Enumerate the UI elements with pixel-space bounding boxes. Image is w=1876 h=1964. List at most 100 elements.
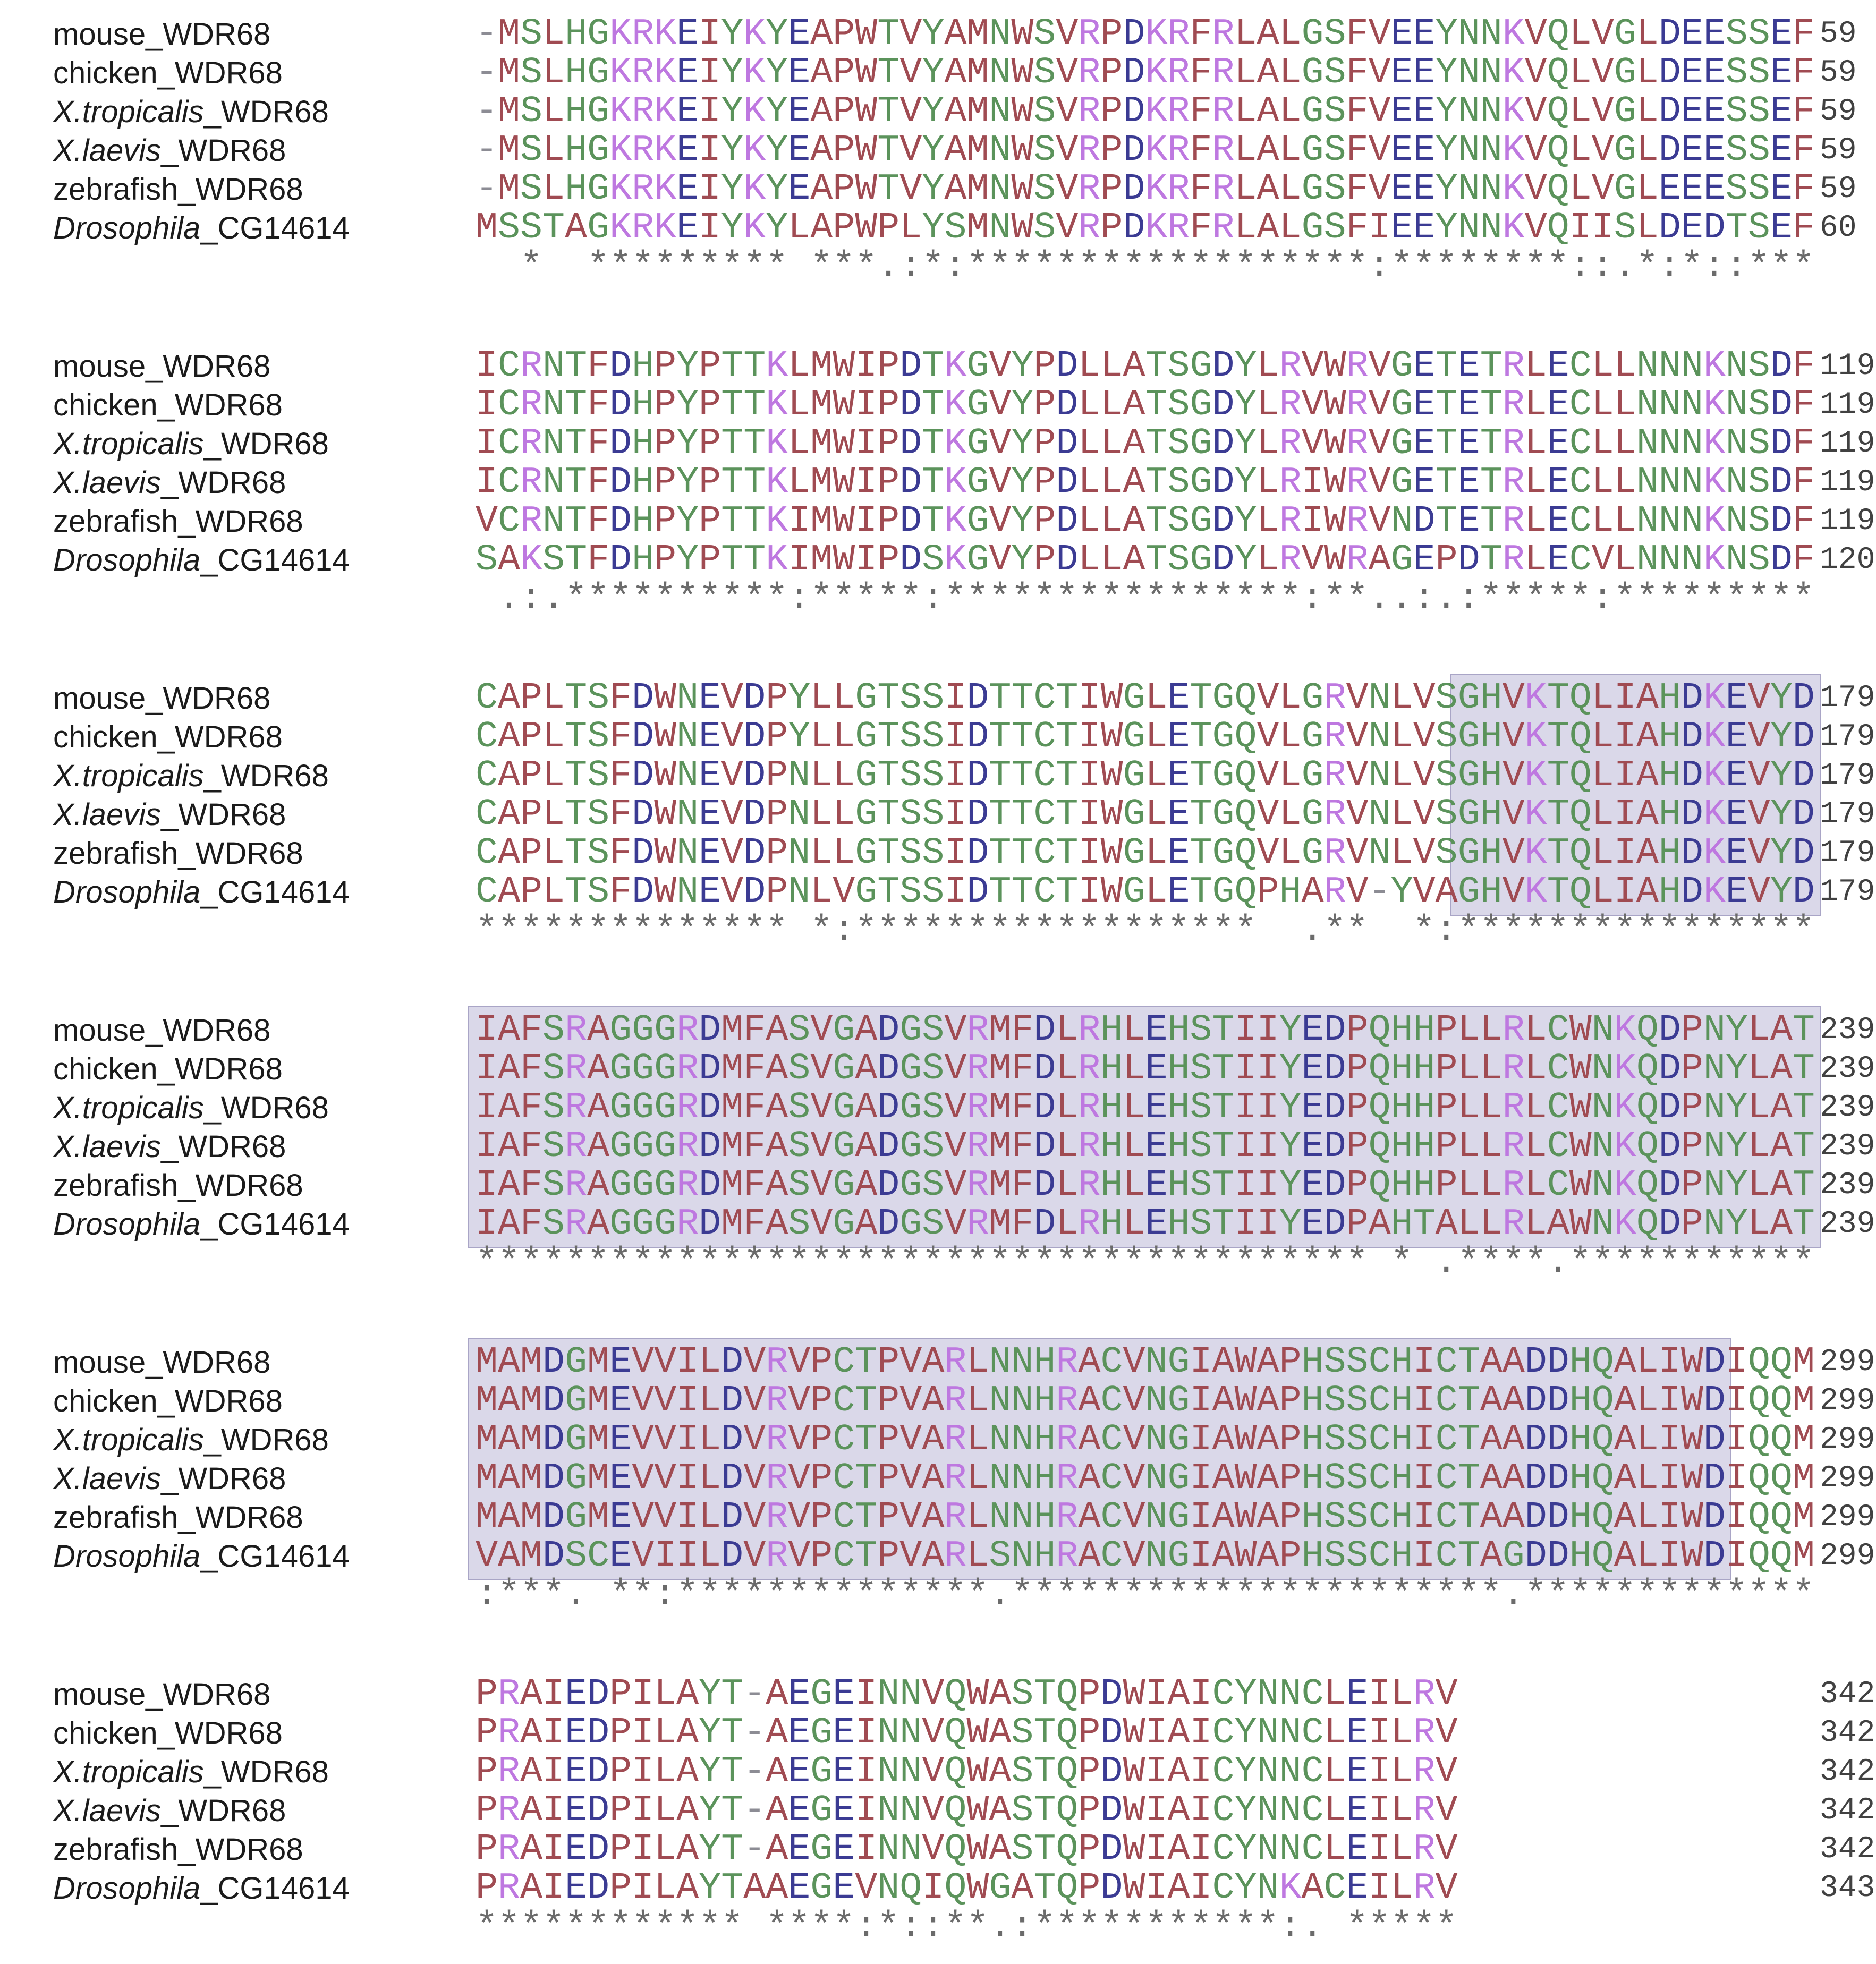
sequence-label-text: _WDR68: [203, 427, 329, 461]
sequence-label: X.laevis_WDR68: [0, 131, 476, 170]
sequence-label-text: _CG14614: [200, 543, 350, 577]
consensus-row: ************** *:****************** .** …: [0, 912, 1876, 950]
position-number: 119: [1820, 504, 1875, 539]
sequence-text: ICRNTFDHPYPTTKLMWIPDTKGVYPDLLATSGDYLRVWR…: [476, 384, 1815, 426]
sequence-label: Drosophila_CG14614: [0, 209, 476, 248]
sequence-label-text: _WDR68: [161, 1793, 286, 1828]
sequence-row: X.tropicalis_WDR68 PRAIEDPILAYT-AEGEINNVQ…: [0, 1753, 1876, 1791]
sequence-label: Drosophila_CG14614: [0, 541, 476, 580]
sequence-text: MAMDGMEVVILDVRVPCTPVARLNNHRACVNGIAWAPHSS…: [476, 1419, 1815, 1461]
sequence-label: zebrafish_WDR68: [0, 1498, 476, 1537]
sequence-text: VCRNTFDHPYPTTKIMWIPDTKGVYPDLLATSGDYLRIWR…: [476, 500, 1815, 542]
sequence-label: chicken_WDR68: [0, 54, 476, 92]
sequence-text: -MSLHGKRKEIYKYEAPWTVYAMNWSVRPDKRFRLALGSF…: [476, 168, 1815, 210]
sequence-text: IAFSRAGGGRDMFASVGADGSVRMFDLRHLEHSTIIYEDP…: [476, 1009, 1815, 1051]
sequence-row: zebrafish_WDR68 VCRNTFDHPYPTTKIMWIPDTKGVY…: [0, 502, 1876, 541]
sequence-label-text: _CG14614: [200, 211, 350, 245]
position-number: 59: [1820, 56, 1857, 90]
species-name-italic: Drosophila: [53, 875, 201, 909]
sequence-text: PRAIEDPILAYT-AEGEINNVQWASTQPDWIAICYNNCLE…: [476, 1829, 1458, 1871]
sequence-label: X.tropicalis_WDR68: [0, 1753, 476, 1791]
sequence-label-text: _CG14614: [200, 1871, 350, 1906]
position-number: 299: [1820, 1423, 1875, 1457]
sequence-row: chicken_WDR68 PRAIEDPILAYT-AEGEINNVQWASTQ…: [0, 1714, 1876, 1753]
sequence-label-text: chicken_WDR68: [53, 1052, 283, 1086]
sequence-label-text: zebrafish_WDR68: [53, 1500, 303, 1535]
sequence-label-text: mouse_WDR68: [53, 1013, 271, 1048]
position-number: 239: [1820, 1168, 1875, 1203]
species-name-italic: X.laevis: [53, 797, 162, 832]
sequence-row: zebrafish_WDR68 IAFSRAGGGRDMFASVGADGSVRMF…: [0, 1166, 1876, 1205]
sequence-label-text: _WDR68: [203, 1755, 329, 1789]
position-number: 239: [1820, 1091, 1875, 1125]
sequence-row: zebrafish_WDR68 PRAIEDPILAYT-AEGEINNVQWAS…: [0, 1830, 1876, 1869]
position-number: 239: [1820, 1129, 1875, 1164]
sequence-text: -MSLHGKRKEIYKYEAPWTVYAMNWSVRPDKRFRLALGSF…: [476, 91, 1815, 133]
sequence-label: X.tropicalis_WDR68: [0, 92, 476, 131]
sequence-row: X.tropicalis_WDR68 ICRNTFDHPYPTTKLMWIPDTK…: [0, 424, 1876, 463]
species-name-italic: X.laevis: [53, 1129, 162, 1164]
alignment-block: mouse_WDR68 MAMDGMEVVILDVRVPCTPVARLNNHRAC…: [0, 1338, 1876, 1614]
sequence-text: CAPLTSFDWNEVDPNLLGTSSIDTTCTIWGLETGQVLGRV…: [476, 794, 1815, 836]
sequence-row: chicken_WDR68 MAMDGMEVVILDVRVPCTPVARLNNHR…: [0, 1382, 1876, 1421]
species-name-italic: X.tropicalis: [53, 1423, 204, 1457]
alignment-block: mouse_WDR68 ICRNTFDHPYPTTKLMWIPDTKGVYPDLL…: [0, 347, 1876, 618]
sequence-label-text: chicken_WDR68: [53, 1716, 283, 1750]
sequence-label: Drosophila_CG14614: [0, 873, 476, 912]
position-number: 179: [1820, 759, 1875, 793]
sequence-label: zebrafish_WDR68: [0, 502, 476, 541]
alignment-block: mouse_WDR68 IAFSRAGGGRDMFASVGADGSVRMFDLRH…: [0, 1006, 1876, 1282]
position-number: 59: [1820, 172, 1857, 207]
sequence-row: mouse_WDR68 CAPLTSFDWNEVDPYLLGTSSIDTTCTIW…: [0, 679, 1876, 718]
position-number: 299: [1820, 1345, 1875, 1380]
consensus-symbols: ************ ****:*::**.:***********:. *…: [476, 1906, 1458, 1948]
sequence-row: X.tropicalis_WDR68 -MSLHGKRKEIYKYEAPWTVYA…: [0, 92, 1876, 131]
alignment-block: mouse_WDR68 PRAIEDPILAYT-AEGEINNVQWASTQPD…: [0, 1675, 1876, 1946]
sequence-text: PRAIEDPILAYT-AEGEINNVQWASTQPDWIAICYNNCLE…: [476, 1790, 1458, 1832]
sequence-text: IAFSRAGGGRDMFASVGADGSVRMFDLRHLEHSTIIYEDP…: [476, 1126, 1815, 1168]
conserved-region-highlight-box: [468, 1338, 1731, 1580]
position-number: 179: [1820, 797, 1875, 832]
sequence-label: Drosophila_CG14614: [0, 1869, 476, 1908]
consensus-row: * ********* ***.:*:******************:**…: [0, 248, 1876, 286]
sequence-row: zebrafish_WDR68 MAMDGMEVVILDVRVPCTPVARLNN…: [0, 1498, 1876, 1537]
sequence-text: PRAIEDPILAYTAAEGEVNQIQWGATQPDWIAICYNKACE…: [476, 1867, 1458, 1909]
sequence-text: MAMDGMEVVILDVRVPCTPVARLNNHRACVNGIAWAPHSS…: [476, 1458, 1815, 1500]
position-number: 342: [1820, 1716, 1875, 1750]
sequence-label-text: _CG14614: [200, 1207, 350, 1242]
sequence-label: X.laevis_WDR68: [0, 795, 476, 834]
sequence-label: mouse_WDR68: [0, 347, 476, 386]
sequence-row: Drosophila_CG14614 PRAIEDPILAYTAAEGEVNQIQ…: [0, 1869, 1876, 1908]
sequence-label: zebrafish_WDR68: [0, 170, 476, 209]
sequence-text: IAFSRAGGGRDMFASVGADGSVRMFDLRHLEHSTIIYEDP…: [476, 1087, 1815, 1129]
conserved-region-highlight-box: [468, 1006, 1821, 1248]
position-number: 342: [1820, 1677, 1875, 1712]
sequence-row: Drosophila_CG14614 MSSTAGKRKEIYKYLAPWPLYS…: [0, 209, 1876, 248]
position-number: 60: [1820, 211, 1857, 245]
sequence-text: ICRNTFDHPYPTTKLMWIPDTKGVYPDLLATSGDYLRVWR…: [476, 345, 1815, 387]
position-number: 299: [1820, 1461, 1875, 1496]
species-name-italic: X.laevis: [53, 1793, 162, 1828]
consensus-symbols: * ********* ***.:*:******************:**…: [476, 246, 1815, 288]
sequence-row: chicken_WDR68 IAFSRAGGGRDMFASVGADGSVRMFDL…: [0, 1050, 1876, 1089]
species-name-italic: Drosophila: [53, 1871, 201, 1906]
position-number: 119: [1820, 465, 1875, 500]
sequence-text: CAPLTSFDWNEVDPNLVGTSSIDTTCTIWGLETGQPHARV…: [476, 871, 1815, 913]
position-number: 299: [1820, 1384, 1875, 1418]
sequence-label: chicken_WDR68: [0, 718, 476, 756]
position-number: 179: [1820, 875, 1875, 909]
sequence-label-text: mouse_WDR68: [53, 1345, 271, 1380]
sequence-label: chicken_WDR68: [0, 1714, 476, 1753]
species-name-italic: Drosophila: [53, 543, 201, 577]
sequence-row: Drosophila_CG14614 CAPLTSFDWNEVDPNLVGTSSI…: [0, 873, 1876, 912]
sequence-label: zebrafish_WDR68: [0, 1166, 476, 1205]
species-name-italic: X.laevis: [53, 133, 162, 168]
sequence-text: PRAIEDPILAYT-AEGEINNVQWASTQPDWIAICYNNCLE…: [476, 1712, 1458, 1754]
sequence-text: ICRNTFDHPYPTTKLMWIPDTKGVYPDLLATSGDYLRIWR…: [476, 462, 1815, 504]
sequence-label: mouse_WDR68: [0, 15, 476, 54]
sequence-text: MSSTAGKRKEIYKYLAPWPLYSMNWSVRPDKRFRLALGSF…: [476, 207, 1815, 249]
sequence-label: X.laevis_WDR68: [0, 463, 476, 502]
sequence-label-text: _WDR68: [161, 797, 286, 832]
consensus-row: ************ ****:*::**.:***********:. *…: [0, 1908, 1876, 1946]
species-name-italic: Drosophila: [53, 211, 201, 245]
